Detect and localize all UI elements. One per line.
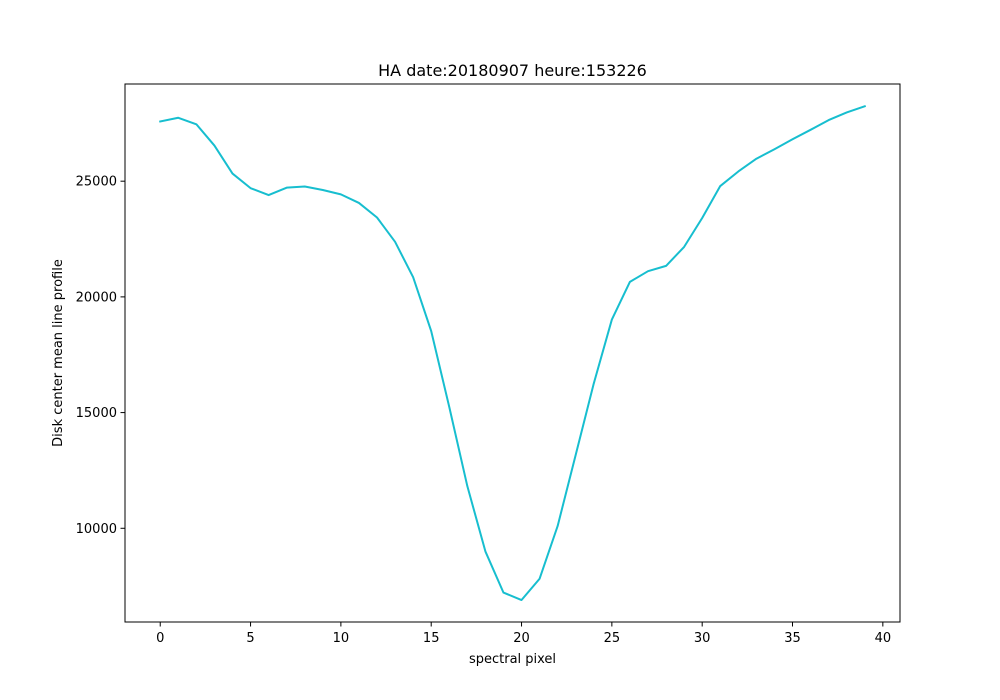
plot-frame [124, 83, 901, 623]
x-tick-label: 25 [604, 631, 621, 646]
series-layer [159, 104, 867, 602]
y-tick-label: 20000 [76, 290, 117, 305]
plot-area: 0 5 10 15 20 25 30 35 40 10000 15000 20000 25000 [76, 83, 901, 646]
x-tick-label: 30 [694, 631, 711, 646]
y-tick-label: 10000 [76, 522, 117, 537]
chart-title: HA date:20180907 heure:153226 [378, 61, 647, 80]
series-line-0 [159, 104, 867, 602]
y-tick-label: 25000 [76, 175, 117, 190]
x-tick-label: 0 [156, 631, 164, 646]
x-tick-label: 10 [333, 631, 350, 646]
y-axis-label: Disk center mean line profile [51, 259, 66, 447]
x-axis-label: spectral pixel [469, 652, 556, 667]
x-tick-label: 5 [246, 631, 254, 646]
x-tick-label: 20 [513, 631, 530, 646]
y-axis: 10000 15000 20000 25000 [76, 175, 125, 537]
y-tick-label: 15000 [76, 406, 117, 421]
x-tick-label: 35 [784, 631, 801, 646]
x-tick-label: 15 [423, 631, 440, 646]
x-axis: 0 5 10 15 20 25 30 35 40 [156, 622, 891, 646]
x-tick-label: 40 [875, 631, 892, 646]
